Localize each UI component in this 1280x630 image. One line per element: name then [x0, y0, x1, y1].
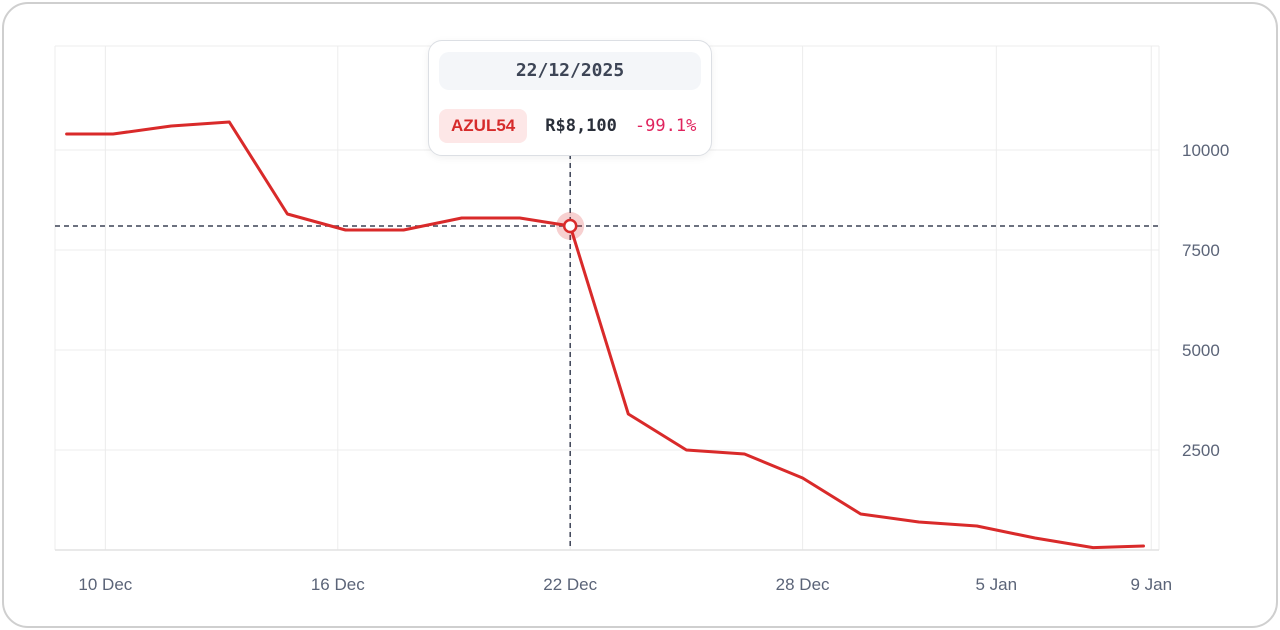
tooltip-change: -99.1% — [634, 116, 697, 136]
tooltip-ticker-badge: AZUL54 — [439, 109, 528, 143]
x-tick-label: 9 Jan — [1130, 575, 1172, 594]
x-tick-label: 10 Dec — [78, 575, 132, 594]
tooltip-date: 22/12/2025 — [439, 52, 701, 90]
x-tick-label: 5 Jan — [976, 575, 1018, 594]
x-tick-label: 28 Dec — [776, 575, 830, 594]
y-tick-label: 7500 — [1182, 241, 1220, 260]
hover-point-marker — [562, 218, 578, 234]
y-tick-label: 10000 — [1182, 141, 1229, 160]
chart-tooltip: 22/12/2025 AZUL54 R$8,100 -99.1% — [428, 40, 712, 156]
x-tick-label: 16 Dec — [311, 575, 365, 594]
series-line — [65, 120, 1145, 550]
x-tick-label: 22 Dec — [543, 575, 597, 594]
y-tick-label: 2500 — [1182, 441, 1220, 460]
tooltip-price: R$8,100 — [545, 116, 617, 136]
tooltip-row: AZUL54 R$8,100 -99.1% — [439, 109, 701, 143]
line-chart[interactable]: 10000 7500 5000 2500 10 Dec 16 Dec 22 Dec 28 De… — [4, 4, 1276, 626]
y-tick-label: 5000 — [1182, 341, 1220, 360]
